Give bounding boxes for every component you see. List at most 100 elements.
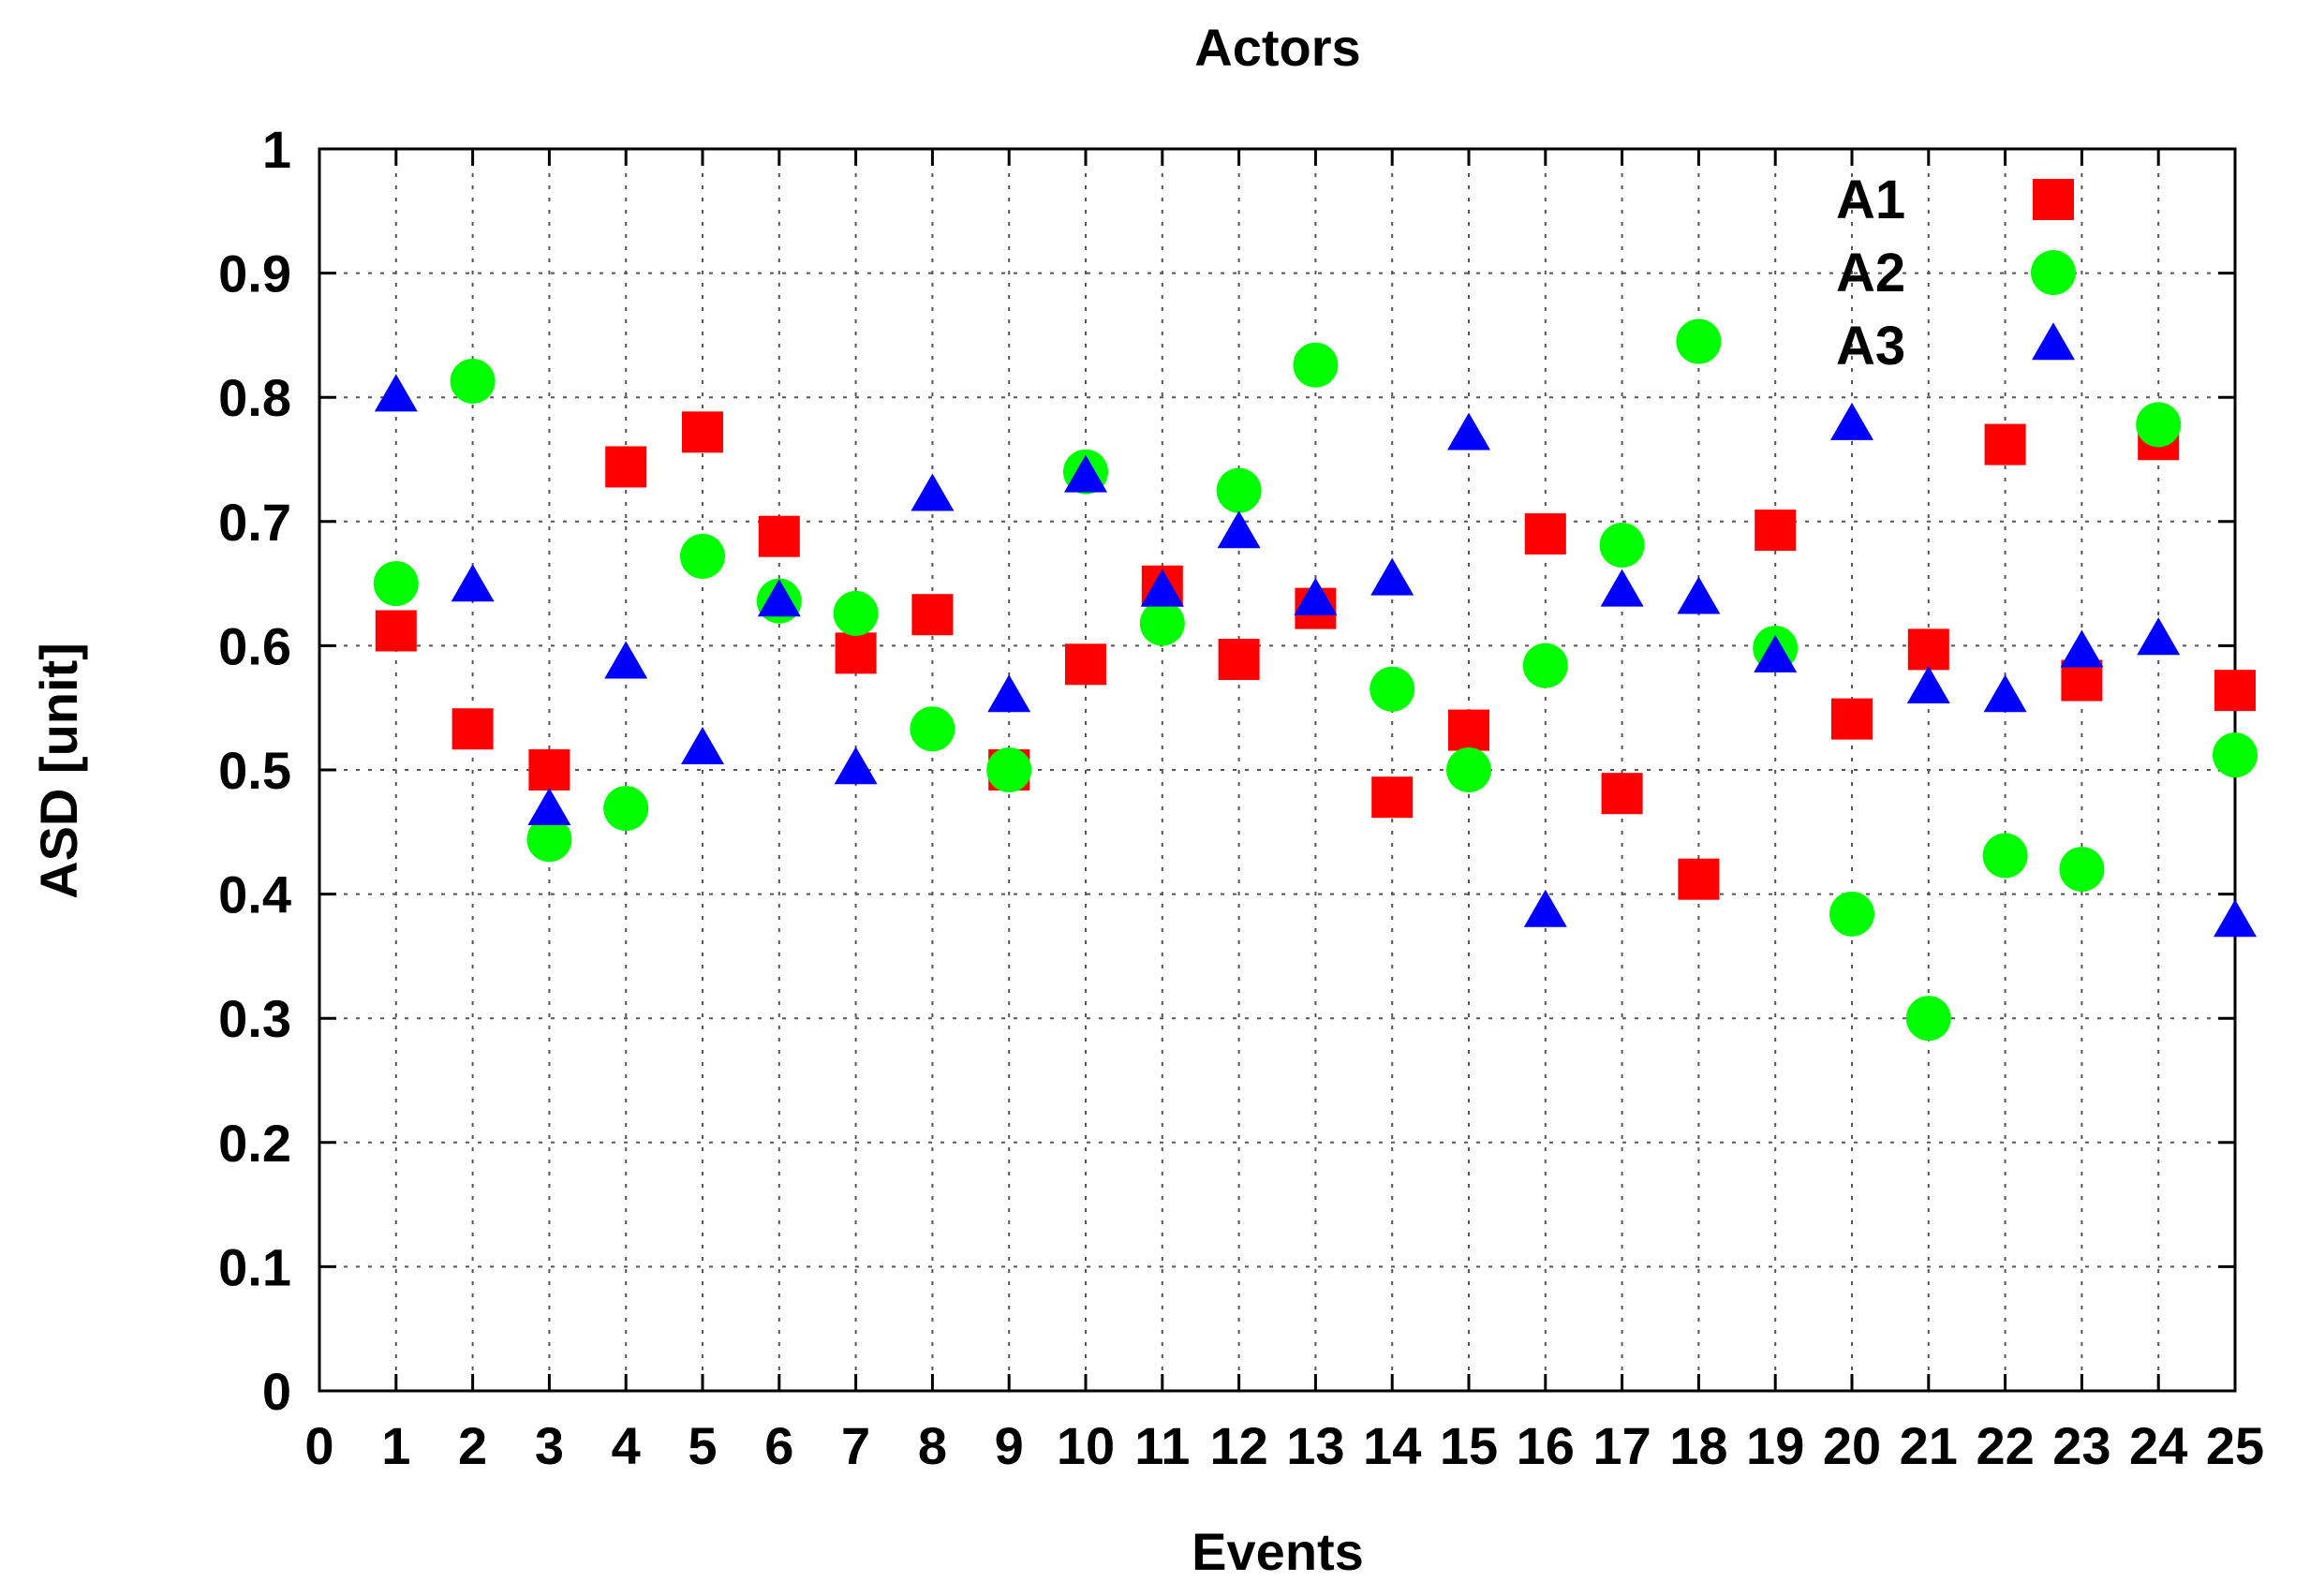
point-a2 [1370,666,1415,712]
point-a3 [1370,557,1414,596]
point-a2 [2059,847,2105,893]
x-tick-label: 25 [2206,1416,2264,1475]
x-tick-label: 2 [458,1416,487,1475]
point-a3 [604,641,648,679]
legend-label-a1: A1 [1836,170,1905,230]
point-a2 [603,786,649,832]
point-a2 [1446,747,1491,792]
point-a2 [1522,643,1568,688]
point-a2 [450,358,496,404]
y-tick-label: 0.2 [218,1114,291,1173]
x-tick-label: 19 [1746,1416,1804,1475]
point-a3 [1677,576,1721,614]
x-tick-label: 6 [764,1416,793,1475]
data-points [373,318,2258,1042]
point-a2 [526,817,572,863]
point-a3 [1906,666,1950,704]
point-a2 [1905,996,1951,1042]
point-a1 [1984,423,2026,466]
point-a1 [452,708,494,750]
point-a3 [757,579,801,617]
point-a1 [682,411,723,453]
x-tick-label: 13 [1286,1416,1344,1475]
x-axis-label: Events [1192,1522,1364,1581]
point-a3 [2214,899,2257,938]
legend-label-a2: A2 [1836,243,1905,303]
chart-title: Actors [1194,18,1360,77]
x-tick-label: 18 [1669,1416,1727,1475]
point-a2 [1293,342,1339,388]
point-a2 [1599,522,1645,568]
x-tick-label: 7 [841,1416,870,1475]
y-tick-label: 0.7 [218,493,291,552]
x-tick-label: 9 [995,1416,1024,1475]
point-a1 [1065,643,1106,686]
y-tick-label: 0.8 [218,368,291,427]
x-tick-label: 1 [381,1416,410,1475]
x-tick-label: 10 [1057,1416,1115,1475]
point-a2 [373,561,419,607]
x-tick-label: 23 [2052,1416,2110,1475]
legend-marker-a2 [2031,250,2076,295]
point-a1 [1371,776,1414,819]
point-a2 [1982,833,2028,879]
y-tick-label: 1 [262,120,291,179]
legend-label-a3: A3 [1836,316,1905,377]
point-a2 [2213,732,2258,778]
x-tick-label: 14 [1363,1416,1421,1475]
point-a1 [605,446,647,488]
point-a3 [1217,510,1261,549]
point-a3 [527,787,571,825]
point-a1 [528,749,570,791]
point-a1 [835,632,877,674]
y-tick-label: 0.3 [218,989,291,1048]
point-a3 [911,473,955,511]
y-tick-label: 0.5 [218,741,291,800]
y-tick-label: 0.1 [218,1237,291,1296]
point-a1 [1218,638,1260,680]
point-a2 [1676,318,1722,364]
point-a2 [1139,600,1185,646]
legend-marker-a3 [2032,322,2075,361]
point-a2 [1829,891,1874,937]
point-a3 [1600,569,1644,607]
point-a1 [1755,510,1797,552]
x-tick-label: 21 [1900,1416,1958,1475]
x-tick-label: 15 [1440,1416,1498,1475]
x-tick-label: 5 [688,1416,717,1475]
x-tick-label: 17 [1592,1416,1651,1475]
x-tick-label: 12 [1209,1416,1267,1475]
legend-marker-a1 [2033,179,2074,220]
y-tick-label: 0.9 [218,244,291,303]
point-a3 [1447,412,1490,451]
point-a3 [681,726,724,764]
point-a3 [451,564,495,602]
point-a2 [2136,402,2182,448]
point-a1 [758,515,800,557]
point-a1 [1907,628,1949,671]
point-a2 [1216,467,1262,513]
point-a1 [1678,858,1720,900]
x-tick-label: 3 [535,1416,564,1475]
y-tick-label: 0.4 [218,865,291,924]
point-a1 [1831,698,1873,740]
x-tick-label: 24 [2129,1416,2187,1475]
point-a1 [1601,773,1643,815]
point-a3 [1294,577,1338,615]
point-a2 [680,533,725,579]
y-tick-label: 0.6 [218,616,291,675]
point-a3 [1830,402,1873,440]
point-a1 [375,610,417,652]
point-a3 [1754,634,1798,672]
point-a3 [1983,674,2027,713]
point-a3 [987,674,1031,713]
x-tick-label: 0 [304,1416,333,1475]
point-a3 [834,746,878,785]
legend: A1 A2 A3 [1836,170,2076,377]
grid [319,149,2235,1391]
x-tick-label: 22 [1976,1416,2034,1475]
x-tick-label: 11 [1134,1416,1190,1475]
x-tick-label: 4 [612,1416,641,1475]
